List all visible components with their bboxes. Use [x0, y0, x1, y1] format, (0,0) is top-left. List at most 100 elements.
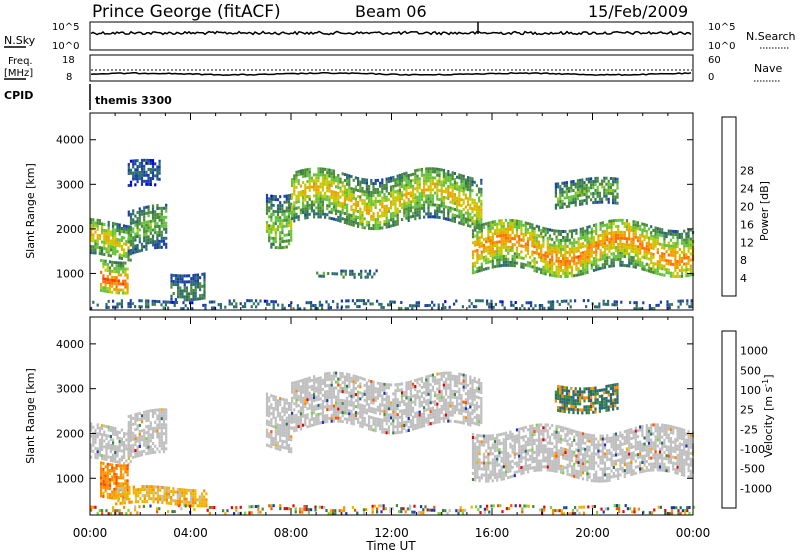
- power-echo-cell: [414, 199, 417, 203]
- power-echo-cell: [478, 208, 481, 212]
- power-echo-cell: [559, 206, 562, 210]
- power-echo-cell: [143, 212, 146, 216]
- power-echo-cell: [90, 218, 93, 222]
- power-echo-cell: [398, 200, 401, 204]
- power-echo-cell: [485, 249, 488, 253]
- power-echo-cell: [601, 224, 604, 228]
- power-echo-cell: [362, 299, 365, 303]
- power-echo-cell: [572, 195, 575, 198]
- power-echo-cell: [533, 251, 536, 255]
- power-echo-cell: [460, 186, 463, 190]
- velocity-echo-cell: [328, 389, 331, 393]
- power-echo-cell: [177, 286, 180, 290]
- power-echo-cell: [442, 198, 445, 202]
- velocity-echo-cell: [368, 379, 371, 383]
- power-echo-cell: [436, 194, 439, 198]
- power-echo-cell: [614, 246, 618, 249]
- power-echo-cell: [203, 287, 206, 291]
- power-echo-cell: [385, 222, 388, 226]
- power-echo-cell: [471, 241, 475, 245]
- power-echo-cell: [108, 290, 112, 294]
- velocity-echo-cell: [165, 501, 168, 505]
- power-echo-cell: [451, 177, 454, 181]
- velocity-echo-cell: [335, 404, 338, 408]
- power-echo-cell: [568, 271, 571, 275]
- power-echo-cell: [413, 304, 416, 308]
- velocity-echo-cell: [368, 388, 371, 392]
- power-echo-cell: [420, 173, 423, 177]
- power-echo-cell: [678, 257, 681, 260]
- power-echo-cell: [458, 200, 461, 204]
- power-echo-cell: [134, 232, 137, 236]
- velocity-echo-cell: [354, 393, 357, 397]
- power-echo-cell: [529, 255, 532, 259]
- velocity-echo-cell: [337, 419, 340, 423]
- power-echo-cell: [683, 253, 686, 257]
- power-echo-cell: [431, 200, 434, 204]
- power-echo-cell: [665, 262, 668, 266]
- velocity-echo-cell: [101, 457, 104, 461]
- power-echo-cell: [423, 209, 426, 213]
- power-echo-cell: [170, 282, 173, 286]
- power-echo-cell: [162, 224, 166, 228]
- power-echo-cell: [619, 245, 622, 249]
- power-echo-cell: [103, 244, 106, 247]
- power-echo-cell: [387, 219, 390, 223]
- power-echo-cell: [100, 285, 103, 289]
- power-echo-cell: [605, 182, 608, 186]
- power-echo-cell: [509, 248, 512, 252]
- power-echo-cell: [632, 259, 635, 263]
- power-echo-cell: [115, 285, 118, 289]
- velocity-echo-cell: [293, 402, 296, 406]
- power-echo-cell: [564, 236, 567, 239]
- power-echo-cell: [573, 238, 576, 242]
- power-echo-cell: [438, 198, 441, 201]
- velocity-echo-cell: [149, 436, 152, 440]
- velocity-echo-cell: [158, 426, 161, 430]
- power-echo-cell: [279, 201, 282, 205]
- power-echo-cell: [158, 171, 161, 175]
- velocity-echo-cell: [315, 416, 318, 420]
- velocity-echo-cell: [350, 397, 353, 401]
- power-echo-cell: [476, 225, 479, 228]
- power-echo-cell: [376, 214, 379, 218]
- power-echo-cell: [487, 266, 490, 270]
- power-echo-cell: [540, 247, 543, 251]
- power-echo-cell: [462, 177, 465, 181]
- power-echo-cell: [518, 244, 521, 247]
- power-echo-cell: [469, 176, 472, 180]
- power-echo-cell: [634, 229, 637, 233]
- power-echo-cell: [442, 306, 445, 310]
- power-echo-cell: [339, 180, 342, 184]
- power-echo-cell: [129, 168, 133, 172]
- power-echo-cell: [134, 223, 137, 227]
- power-echo-cell: [478, 205, 481, 209]
- velocity-echo-cell: [370, 401, 373, 404]
- power-echo-cell: [676, 230, 679, 233]
- power-echo-cell: [601, 242, 604, 246]
- power-echo-cell: [687, 246, 690, 250]
- power-echo-cell: [390, 203, 393, 207]
- velocity-echo-cell: [143, 500, 146, 504]
- power-echo-cell: [326, 189, 329, 193]
- power-echo-cell: [136, 211, 139, 214]
- power-echo-cell: [661, 246, 664, 250]
- power-echo-cell: [414, 181, 417, 185]
- power-echo-cell: [678, 236, 681, 239]
- power-echo-cell: [542, 241, 545, 245]
- velocity-echo-cell: [310, 417, 313, 421]
- power-echo-cell: [257, 302, 260, 306]
- power-echo-cell: [425, 188, 428, 192]
- velocity-echo-cell: [90, 443, 93, 447]
- velocity-echo-cell: [315, 413, 318, 417]
- power-echo-cell: [287, 206, 291, 210]
- velocity-echo-cell: [354, 378, 357, 382]
- power-echo-cell: [266, 299, 269, 303]
- velocity-echo-cell: [341, 387, 344, 391]
- power-echo-cell: [592, 180, 595, 184]
- power-echo-cell: [290, 220, 293, 224]
- power-echo-cell: [471, 207, 474, 211]
- velocity-echo-cell: [102, 485, 105, 489]
- velocity-echo-cell: [287, 447, 291, 450]
- power-echo-cell: [491, 226, 494, 230]
